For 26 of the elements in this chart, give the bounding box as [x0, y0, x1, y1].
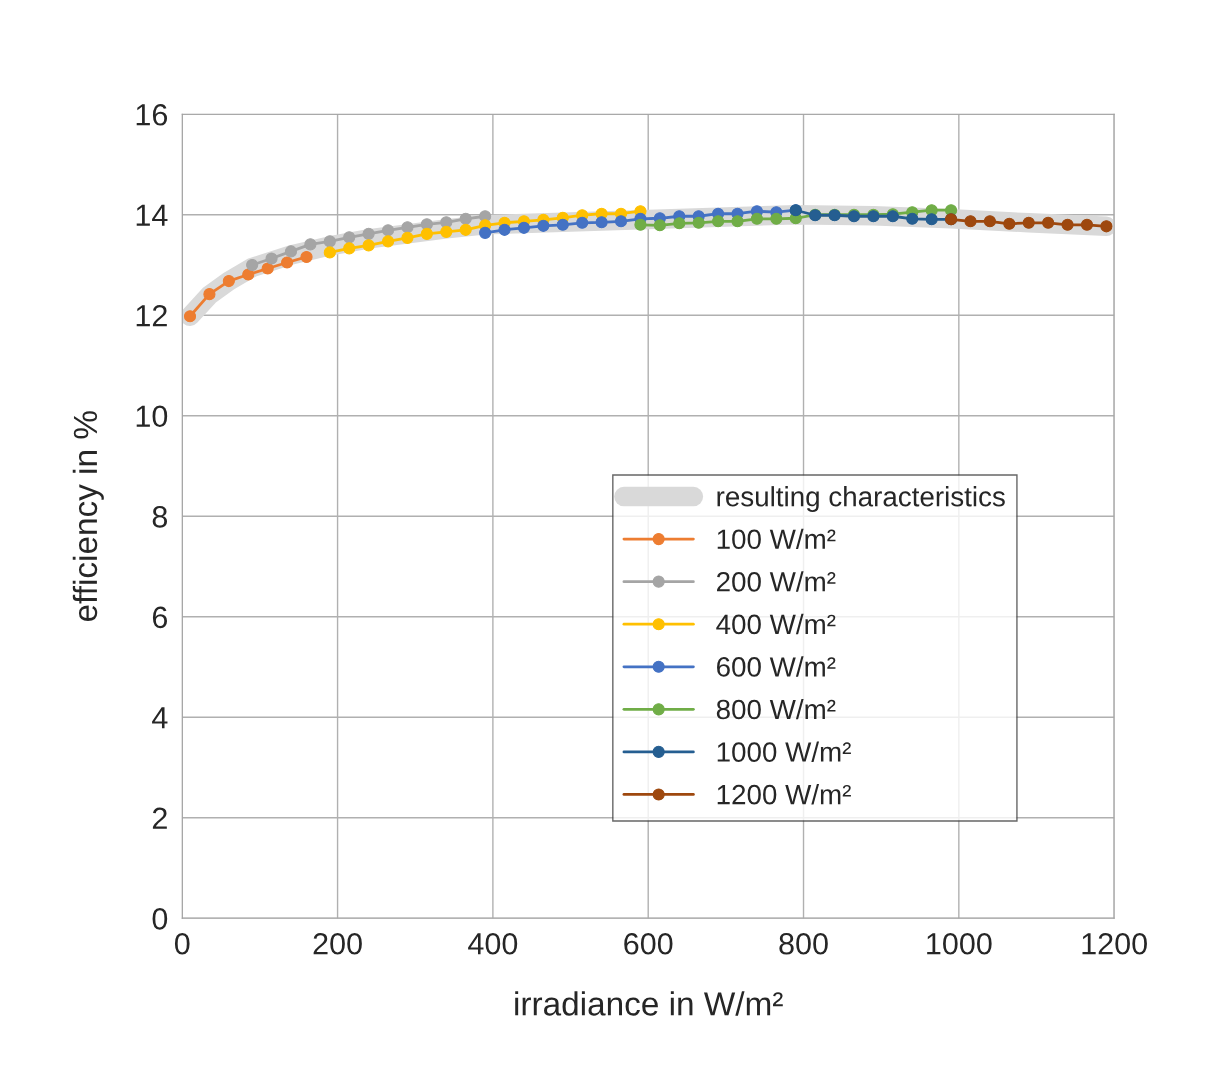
y-tick-label: 6	[152, 606, 168, 629]
legend-label: resulting characteristics	[717, 486, 1005, 513]
y-tick-label: 10	[136, 405, 168, 428]
x-tick-label: 1000	[927, 932, 992, 955]
y-axis-title: efficiency in %	[72, 411, 104, 622]
legend-label: 1000 W/m²	[717, 741, 851, 762]
x-tick-label: 400	[468, 932, 518, 955]
x-tick-label: 800	[779, 932, 828, 955]
y-tick-label: 14	[136, 204, 168, 226]
y-tick-label: 16	[136, 103, 168, 126]
x-axis-title: irradiance in W/m²	[515, 991, 783, 1016]
legend-label: 1200 W/m²	[717, 784, 851, 805]
legend-label: 400 W/m²	[716, 613, 836, 635]
y-tick-label: 2	[152, 807, 167, 829]
legend-label: 600 W/m²	[717, 656, 836, 677]
legend-label: 100 W/m²	[717, 528, 836, 550]
x-tick-label: 600	[624, 932, 673, 955]
y-tick-label: 12	[136, 304, 167, 327]
legend-label: 800 W/m²	[716, 698, 836, 720]
x-tick-label: 0	[174, 932, 190, 955]
y-tick-label: 8	[152, 505, 168, 528]
y-tick-label: 4	[152, 707, 168, 729]
y-tick-label: 0	[152, 908, 168, 930]
x-tick-label: 1200	[1082, 932, 1147, 955]
x-tick-label: 200	[313, 932, 362, 955]
legend-label: 200 W/m²	[717, 571, 836, 592]
